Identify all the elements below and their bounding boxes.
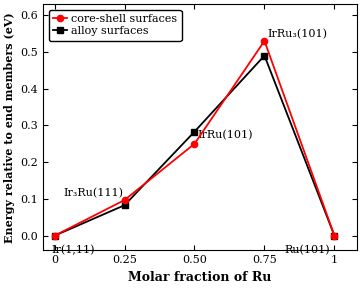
core-shell surfaces xyxy=(52,234,57,237)
alloy surfaces xyxy=(262,54,267,57)
alloy surfaces xyxy=(52,234,57,237)
alloy surfaces xyxy=(122,204,127,207)
Text: Ru(101): Ru(101) xyxy=(284,245,330,255)
Text: Ir₃Ru(111): Ir₃Ru(111) xyxy=(63,188,123,198)
Text: IrRu₃(101): IrRu₃(101) xyxy=(267,29,327,39)
core-shell surfaces xyxy=(192,142,197,145)
core-shell surfaces xyxy=(262,39,267,43)
alloy surfaces xyxy=(332,234,336,237)
Line: core-shell surfaces: core-shell surfaces xyxy=(51,38,338,239)
core-shell surfaces xyxy=(122,198,127,202)
Text: IrRu(101): IrRu(101) xyxy=(197,130,253,140)
Line: alloy surfaces: alloy surfaces xyxy=(51,52,338,239)
core-shell surfaces xyxy=(332,234,336,237)
alloy surfaces xyxy=(192,130,197,133)
Text: Ir(1,11): Ir(1,11) xyxy=(52,245,95,255)
Y-axis label: Energy relative to end members (eV): Energy relative to end members (eV) xyxy=(4,12,15,242)
X-axis label: Molar fraction of Ru: Molar fraction of Ru xyxy=(129,271,272,284)
Legend: core-shell surfaces, alloy surfaces: core-shell surfaces, alloy surfaces xyxy=(49,10,182,41)
